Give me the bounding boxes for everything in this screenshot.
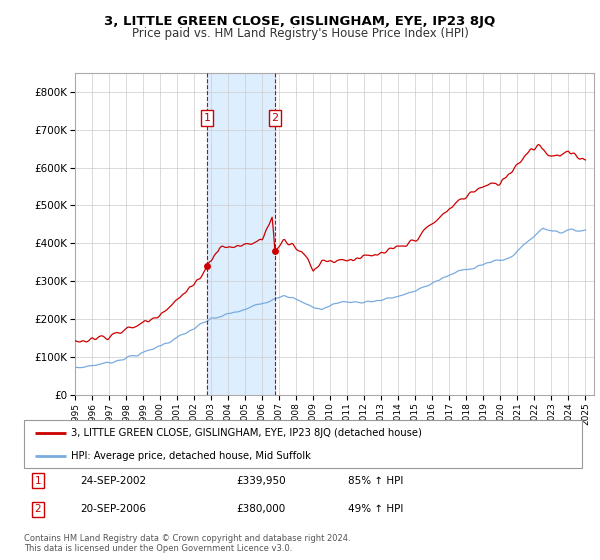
Text: 3, LITTLE GREEN CLOSE, GISLINGHAM, EYE, IP23 8JQ: 3, LITTLE GREEN CLOSE, GISLINGHAM, EYE, … (104, 15, 496, 27)
Text: Price paid vs. HM Land Registry's House Price Index (HPI): Price paid vs. HM Land Registry's House … (131, 27, 469, 40)
Text: 2: 2 (271, 113, 278, 123)
Bar (207, 73, 275, 395)
Text: 1: 1 (203, 113, 211, 123)
Text: £380,000: £380,000 (236, 505, 285, 514)
Text: 2: 2 (35, 505, 41, 514)
Text: 3, LITTLE GREEN CLOSE, GISLINGHAM, EYE, IP23 8JQ (detached house): 3, LITTLE GREEN CLOSE, GISLINGHAM, EYE, … (71, 428, 422, 438)
Text: £339,950: £339,950 (236, 476, 286, 486)
Text: HPI: Average price, detached house, Mid Suffolk: HPI: Average price, detached house, Mid … (71, 451, 311, 461)
Text: 1: 1 (35, 476, 41, 486)
Text: 24-SEP-2002: 24-SEP-2002 (80, 476, 146, 486)
FancyBboxPatch shape (24, 420, 582, 468)
Text: 49% ↑ HPI: 49% ↑ HPI (347, 505, 403, 514)
Text: 20-SEP-2006: 20-SEP-2006 (80, 505, 146, 514)
Text: Contains HM Land Registry data © Crown copyright and database right 2024.
This d: Contains HM Land Registry data © Crown c… (24, 534, 350, 553)
Text: 85% ↑ HPI: 85% ↑ HPI (347, 476, 403, 486)
